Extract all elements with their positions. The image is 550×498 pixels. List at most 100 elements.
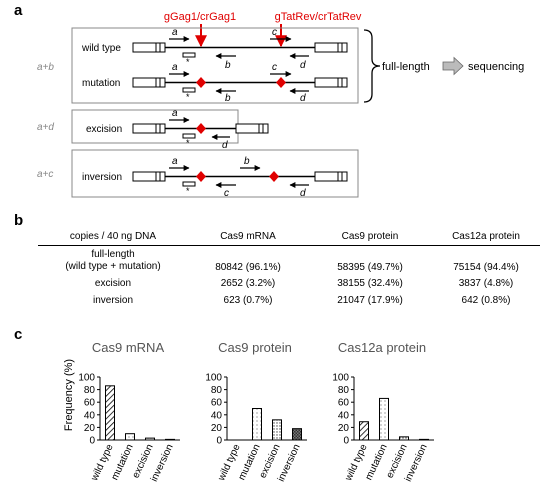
probe-star: *: [186, 186, 190, 196]
mutation-diamond-icon: [276, 77, 286, 88]
probe-icon: [182, 181, 196, 187]
bar: [145, 437, 155, 441]
ltr-right-icon: [314, 171, 348, 182]
row-label-mutation: mutation: [82, 78, 120, 89]
y-tick-label: 100: [78, 373, 95, 384]
y-tick-label: 0: [343, 436, 349, 447]
table-header: Cas9 mRNA: [220, 230, 276, 242]
row-label-wild-type: wild type: [81, 43, 121, 54]
chart-title: Cas9 protein: [218, 340, 292, 355]
row-label-excision: excision: [86, 124, 122, 135]
primer-a-label: a: [172, 27, 178, 38]
table-cell: 642 (0.8%): [461, 295, 511, 306]
y-tick-label: 20: [84, 423, 96, 434]
primer-pair-a-d: a+d: [37, 122, 54, 133]
ltr-left-icon: [132, 171, 166, 182]
copies-table: copies / 40 ng DNA Cas9 mRNA Cas9 protei…: [38, 228, 540, 309]
y-tick-label: 20: [211, 423, 223, 434]
y-tick-label: 80: [84, 385, 96, 396]
probe-star: *: [186, 57, 190, 67]
table-header: Cas9 protein: [341, 230, 399, 242]
probe-icon: [182, 52, 196, 58]
group-box-full-length: [71, 27, 359, 104]
y-tick-label: 0: [89, 436, 95, 447]
primer-b-label: b: [225, 60, 231, 71]
bar: [165, 438, 175, 441]
table-cell: 38155 (32.4%): [337, 278, 403, 289]
bar: [125, 433, 135, 441]
primer-c-label: c: [272, 27, 277, 38]
table-header: copies / 40 ng DNA: [69, 230, 157, 242]
curly-brace-icon: [363, 29, 381, 103]
row-label: inversion: [92, 295, 134, 306]
group-box-inversion: [71, 149, 359, 198]
primer-b-label: b: [225, 93, 231, 104]
primer-d-label: d: [300, 188, 306, 199]
arrow-right-icon: [442, 56, 464, 76]
table-row: excision 2652 (3.2%) 38155 (32.4%) 3837 …: [38, 275, 540, 292]
bar: [419, 438, 429, 441]
bar: [252, 408, 262, 441]
row-label: full-length: [91, 249, 135, 261]
y-tick-label: 60: [84, 398, 96, 409]
y-tick-label: 40: [211, 410, 223, 421]
table-header: Cas12a protein: [452, 230, 520, 242]
probe-star: *: [186, 92, 190, 102]
table-row: inversion 623 (0.7%) 21047 (17.9%) 642 (…: [38, 292, 540, 309]
panel-c-label: c: [14, 326, 23, 343]
mutation-diamond-icon: [196, 171, 206, 182]
bar: [399, 436, 409, 441]
table-cell: 58395 (49.7%): [337, 262, 403, 273]
bar: [379, 397, 389, 441]
row-label-sub: (wild type + mutation): [65, 261, 161, 273]
ltr-left-icon: [132, 123, 166, 134]
chart-title: Cas9 mRNA: [92, 340, 165, 355]
mutation-diamond-icon: [269, 171, 279, 182]
probe-icon: [182, 87, 196, 93]
primer-a-label: a: [172, 62, 178, 73]
primer-a-label: a: [172, 108, 178, 119]
chart-title: Cas12a protein: [338, 340, 426, 355]
table-cell: 80842 (96.1%): [215, 262, 281, 273]
probe-star: *: [186, 138, 190, 148]
panel-a-diagram: gGag1/crGag1 gTatRev/crTatRev a+b a+d a+…: [37, 11, 524, 199]
ltr-left-icon: [132, 77, 166, 88]
panel-b-label: b: [14, 212, 24, 229]
bar: [105, 385, 115, 441]
y-tick-label: 100: [332, 373, 349, 384]
row-label-inversion: inversion: [82, 172, 122, 183]
full-length-label: full-length: [382, 61, 430, 73]
primer-b-label: b: [244, 156, 250, 167]
sequencing-label: sequencing: [468, 61, 524, 73]
table-cell: 3837 (4.8%): [458, 278, 514, 289]
table-cell: 623 (0.7%): [223, 295, 273, 306]
frequency-charts: Frequency (%) Cas9 mRNA020406080100wild …: [63, 340, 434, 484]
y-tick-label: 60: [211, 398, 223, 409]
table-cell: 75154 (94.4%): [453, 262, 519, 273]
primer-d-label: d: [300, 60, 306, 71]
y-tick-label: 40: [338, 410, 350, 421]
row-label: excision: [94, 278, 132, 289]
bar: [272, 419, 282, 441]
y-tick-label: 100: [205, 373, 222, 384]
primer-pair-a-c: a+c: [37, 169, 53, 180]
panel-a-label: a: [14, 2, 23, 19]
ltr-left-icon: [132, 42, 166, 53]
mutation-diamond-icon: [196, 77, 206, 88]
bar: [292, 428, 302, 441]
bar: [359, 421, 369, 441]
primer-c-label: c: [224, 188, 229, 199]
primer-a-label: a: [172, 156, 178, 167]
ltr-right-icon: [314, 77, 348, 88]
primer-pair-a-b: a+b: [37, 62, 54, 73]
row-label-cell: full-length (wild type + mutation): [38, 245, 188, 275]
table-cell: 21047 (17.9%): [337, 295, 403, 306]
mutation-diamond-icon: [196, 123, 206, 134]
ltr-right-icon: [235, 123, 269, 134]
y-tick-label: 80: [338, 385, 350, 396]
y-tick-label: 80: [211, 385, 223, 396]
probe-icon: [182, 133, 196, 139]
guide-left-label: gGag1/crGag1: [164, 11, 236, 23]
y-tick-label: 0: [216, 436, 222, 447]
y-axis-label: Frequency (%): [63, 359, 75, 431]
